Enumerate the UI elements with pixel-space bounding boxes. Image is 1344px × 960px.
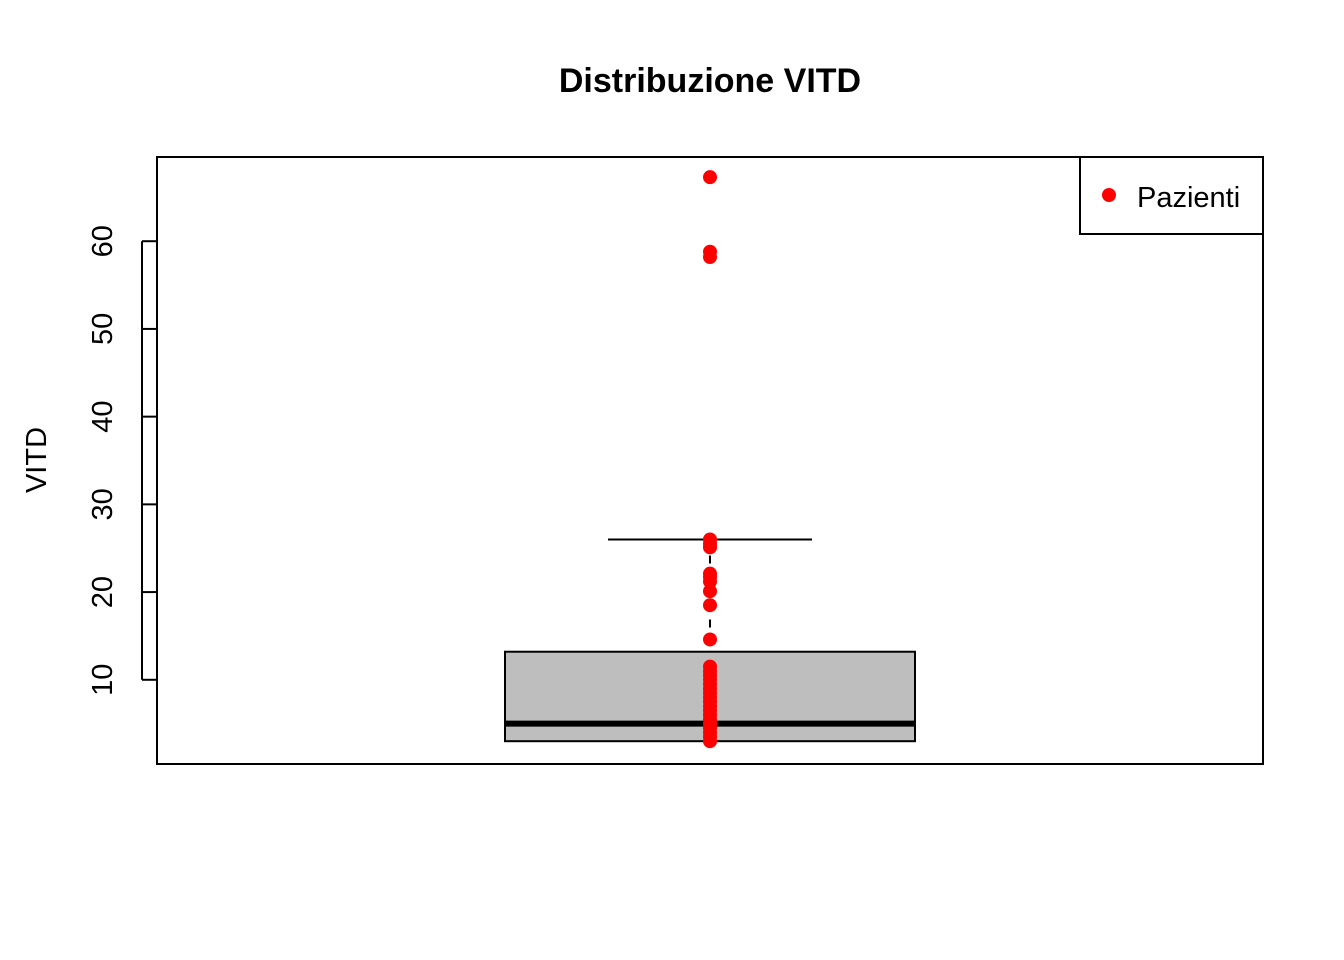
patient-point — [703, 598, 717, 613]
patient-point — [703, 734, 717, 749]
legend-label-pazienti: Pazienti — [1137, 182, 1240, 214]
y-tick-label: 10 — [87, 664, 119, 696]
legend-marker — [1102, 188, 1116, 202]
patient-point — [703, 584, 717, 599]
patient-point — [703, 574, 717, 589]
patient-point — [703, 170, 717, 185]
patient-point — [703, 632, 717, 647]
patient-point — [703, 249, 717, 264]
legend: Pazienti — [1079, 156, 1264, 235]
patient-points — [703, 170, 717, 749]
y-tick-label: 60 — [87, 225, 119, 257]
chart-title: Distribuzione VITD — [559, 62, 861, 100]
patient-point — [703, 540, 717, 555]
y-axis-label: VITD — [21, 427, 53, 493]
y-tick-label: 30 — [87, 488, 119, 520]
y-tick-label: 50 — [87, 313, 119, 345]
y-tick-label: 20 — [87, 576, 119, 608]
y-tick-label: 40 — [87, 401, 119, 433]
y-axis: 10 20 30 40 50 60 — [87, 225, 156, 696]
plot-frame — [156, 156, 1264, 765]
